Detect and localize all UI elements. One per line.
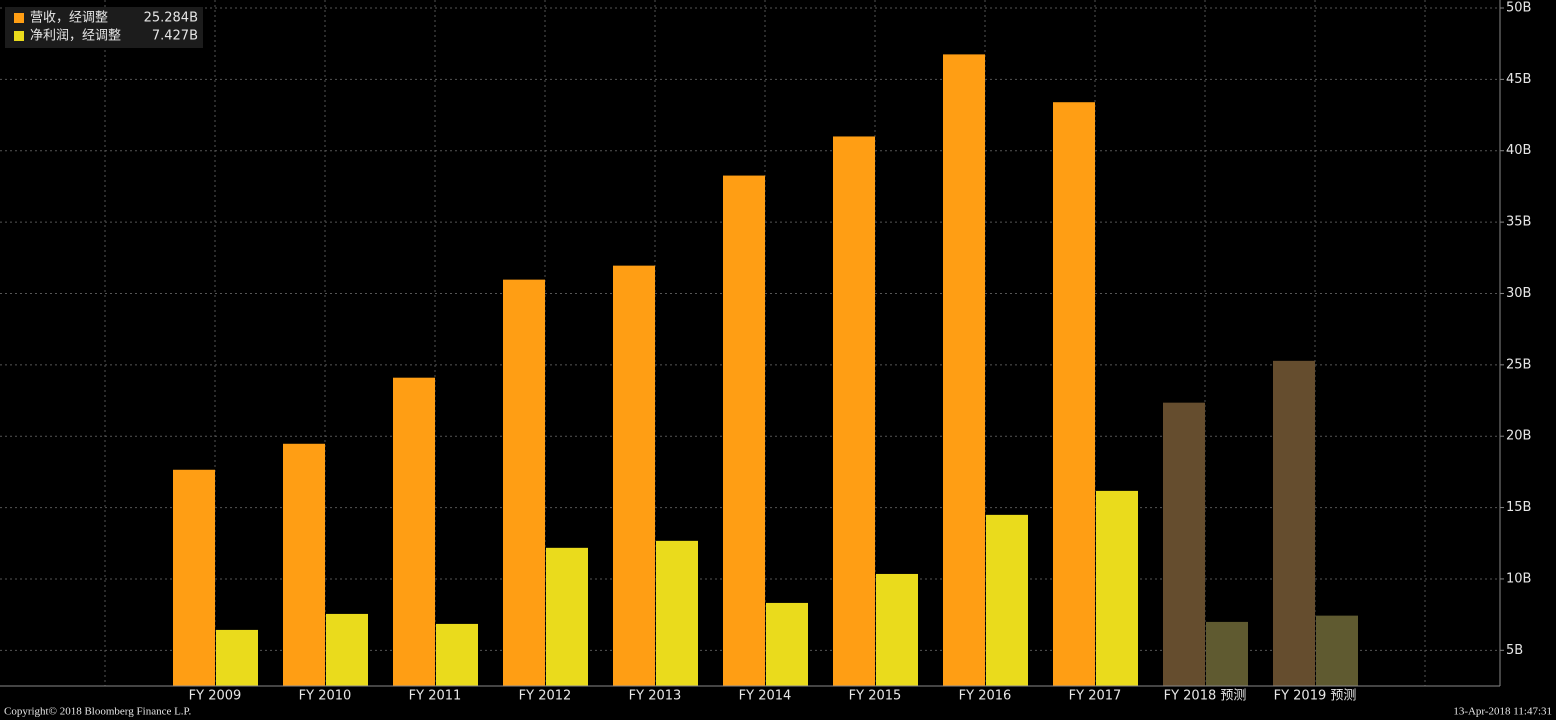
bar [876,573,918,686]
bar [326,613,368,686]
x-tick-label: FY 2009 [189,689,242,704]
bar [656,540,698,686]
bar-layer [173,54,1358,687]
x-tick-label: FY 2013 [629,689,682,704]
x-tick-label: FY 2018 预测 [1164,689,1247,704]
bar [1096,490,1138,686]
y-tick-label: 5B [1506,643,1523,658]
bar [216,629,258,686]
y-tick-label: 30B [1506,286,1531,301]
bar [723,175,765,686]
legend-label: 净利润，经调整 [30,29,121,44]
timestamp: 13-Apr-2018 11:47:31 [1453,706,1552,718]
legend-swatch [14,31,24,41]
y-tick-label: 45B [1506,72,1531,87]
bar [1273,360,1315,686]
bar [986,514,1028,686]
y-tick-label: 40B [1506,143,1531,158]
x-tick-label: FY 2010 [299,689,352,704]
y-tick-label: 50B [1506,1,1531,16]
bar [833,136,875,687]
bar [766,602,808,686]
x-tick-label: FY 2016 [959,689,1012,704]
bar [173,469,215,686]
legend-value: 25.284B [144,11,198,26]
bar [546,547,588,686]
y-tick-label: 25B [1506,357,1531,372]
bar [1163,402,1205,686]
legend-swatch [14,13,24,23]
copyright: Copyright© 2018 Bloomberg Finance L.P. [4,706,191,718]
legend-box [5,7,203,48]
x-tick-label: FY 2017 [1069,689,1122,704]
y-tick-label: 10B [1506,571,1531,586]
x-tick-label: FY 2019 预测 [1274,689,1357,704]
y-tick-label: 20B [1506,429,1531,444]
x-tick-label: FY 2012 [519,689,572,704]
bar [283,443,325,686]
bar [943,54,985,687]
x-tick-label: FY 2015 [849,689,902,704]
legend-label: 营收，经调整 [30,11,108,26]
bar [1206,621,1248,686]
x-tick-label: FY 2011 [409,689,462,704]
bar [1316,615,1358,686]
bar [1053,102,1095,687]
bar [436,623,478,686]
y-tick-label: 35B [1506,215,1531,230]
bar [393,377,435,686]
legend-value: 7.427B [152,29,198,44]
bar [613,265,655,686]
y-tick-label: 15B [1506,500,1531,515]
bar [503,279,545,686]
x-tick-label: FY 2014 [739,689,792,704]
